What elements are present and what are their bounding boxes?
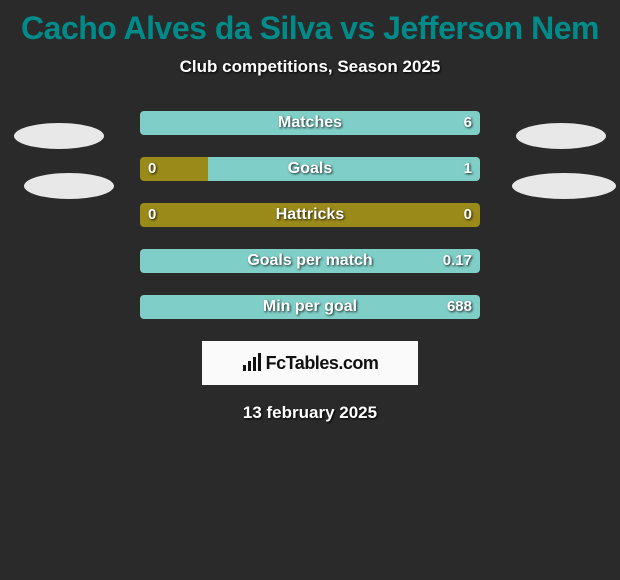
stat-bar: Min per goal 688 xyxy=(140,295,480,319)
stat-bar: 0 Goals 1 xyxy=(140,157,480,181)
footer-date: 13 february 2025 xyxy=(0,403,620,423)
stats-block: Matches 6 0 Goals 1 0 Hattricks 0 Goals … xyxy=(0,111,620,319)
player-right-ellipse-2 xyxy=(512,173,616,199)
page-container: Cacho Alves da Silva vs Jefferson Nem Cl… xyxy=(0,0,620,580)
source-content: FcTables.com xyxy=(242,353,379,374)
stat-label: Goals per match xyxy=(140,249,480,273)
bars-icon xyxy=(242,353,264,373)
player-left-ellipse-1 xyxy=(14,123,104,149)
stat-value-right: 0.17 xyxy=(443,249,472,273)
page-title: Cacho Alves da Silva vs Jefferson Nem xyxy=(0,0,620,47)
stat-label: Min per goal xyxy=(140,295,480,319)
player-right-ellipse-1 xyxy=(516,123,606,149)
stat-bar: 0 Hattricks 0 xyxy=(140,203,480,227)
source-text: FcTables.com xyxy=(266,353,379,374)
page-subtitle: Club competitions, Season 2025 xyxy=(0,57,620,77)
stat-value-right: 1 xyxy=(464,157,472,181)
source-badge: FcTables.com xyxy=(202,341,418,385)
stat-bar: Matches 6 xyxy=(140,111,480,135)
stat-label: Goals xyxy=(140,157,480,181)
stat-value-right: 6 xyxy=(464,111,472,135)
stat-label: Hattricks xyxy=(140,203,480,227)
player-left-ellipse-2 xyxy=(24,173,114,199)
stat-label: Matches xyxy=(140,111,480,135)
stat-value-right: 688 xyxy=(447,295,472,319)
stat-bar: Goals per match 0.17 xyxy=(140,249,480,273)
stat-value-right: 0 xyxy=(464,203,472,227)
